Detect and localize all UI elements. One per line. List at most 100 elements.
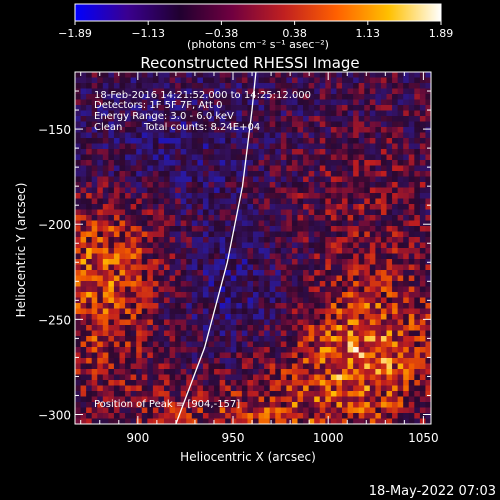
heatmap-cell xyxy=(303,330,310,337)
footer-date: 18-May-2022 07:03 xyxy=(369,484,496,499)
heatmap-cell xyxy=(264,308,271,315)
heatmap-cell xyxy=(319,127,326,133)
heatmap-cell xyxy=(291,303,298,309)
heatmap-cell xyxy=(397,341,404,348)
heatmap-cell xyxy=(369,281,376,287)
heatmap-cell xyxy=(375,209,382,216)
heatmap-cell xyxy=(169,297,176,304)
heatmap-cell xyxy=(375,407,382,414)
heatmap-cell xyxy=(369,171,376,177)
heatmap-cell xyxy=(347,325,354,331)
heatmap-cell xyxy=(208,407,215,414)
heatmap-cell xyxy=(258,391,265,397)
heatmap-cell xyxy=(91,182,98,188)
heatmap-cell xyxy=(358,396,365,403)
heatmap-cell xyxy=(364,418,371,425)
heatmap-cell xyxy=(197,77,204,84)
heatmap-cell xyxy=(342,286,348,293)
heatmap-cell xyxy=(375,418,382,425)
heatmap-cell xyxy=(241,209,248,216)
heatmap-cell xyxy=(175,286,182,293)
heatmap-cell xyxy=(380,275,387,282)
heatmap-cell xyxy=(286,127,293,133)
heatmap-cell xyxy=(386,402,393,408)
heatmap-cell xyxy=(236,396,243,403)
heatmap-cell xyxy=(113,330,120,337)
heatmap-cell xyxy=(202,99,209,106)
heatmap-cell xyxy=(175,209,182,216)
heatmap-cell xyxy=(280,418,287,425)
heatmap-cell xyxy=(386,264,393,271)
heatmap-cell xyxy=(141,77,148,84)
heatmap-cell xyxy=(403,248,410,254)
heatmap-cell xyxy=(108,105,115,111)
heatmap-cell xyxy=(180,220,187,227)
heatmap-cell xyxy=(314,369,321,375)
heatmap-cell xyxy=(141,171,148,177)
heatmap-cell xyxy=(130,259,137,265)
heatmap-cell xyxy=(236,215,243,221)
heatmap-cell xyxy=(364,204,371,210)
heatmap-cell xyxy=(75,303,81,309)
heatmap-cell xyxy=(169,110,176,117)
heatmap-cell xyxy=(397,358,404,364)
heatmap-cell xyxy=(147,132,154,139)
heatmap-cell xyxy=(286,116,293,122)
heatmap-cell xyxy=(97,182,104,188)
heatmap-cell xyxy=(325,88,332,95)
heatmap-cell xyxy=(108,303,115,309)
heatmap-cell xyxy=(325,352,332,359)
heatmap-cell xyxy=(286,253,293,260)
heatmap-cell xyxy=(369,325,376,331)
heatmap-cell xyxy=(286,143,293,150)
x-tick-label: 1050 xyxy=(408,431,439,445)
heatmap-cell xyxy=(358,77,365,84)
heatmap-cell xyxy=(319,264,326,271)
heatmap-cell xyxy=(358,391,365,397)
heatmap-cell xyxy=(286,215,293,221)
heatmap-cell xyxy=(80,160,87,166)
heatmap-cell xyxy=(336,193,343,199)
heatmap-cell xyxy=(275,418,282,425)
heatmap-cell xyxy=(136,110,143,117)
heatmap-cell xyxy=(336,385,343,392)
heatmap-cell xyxy=(119,110,126,117)
heatmap-cell xyxy=(230,369,237,375)
heatmap-cell xyxy=(264,248,271,254)
heatmap-cell xyxy=(408,380,415,386)
heatmap-cell xyxy=(214,121,221,128)
heatmap-cell xyxy=(141,270,148,276)
heatmap-cell xyxy=(258,248,265,254)
heatmap-cell xyxy=(175,259,182,265)
heatmap-cell xyxy=(403,253,410,260)
heatmap-cell xyxy=(425,292,432,298)
heatmap-cell xyxy=(152,363,159,370)
heatmap-cell xyxy=(386,292,393,298)
heatmap-cell xyxy=(236,297,243,304)
heatmap-cell xyxy=(258,138,265,144)
heatmap-cell xyxy=(392,72,399,78)
heatmap-cell xyxy=(353,402,360,408)
heatmap-cell xyxy=(86,121,93,128)
heatmap-cell xyxy=(336,187,343,194)
heatmap-cell xyxy=(113,209,120,216)
heatmap-cell xyxy=(425,176,432,183)
heatmap-cell xyxy=(113,275,120,282)
heatmap-cell xyxy=(91,231,98,238)
heatmap-cell xyxy=(414,358,421,364)
heatmap-cell xyxy=(275,402,282,408)
heatmap-cell xyxy=(197,88,204,95)
heatmap-cell xyxy=(119,347,126,353)
heatmap-cell xyxy=(358,259,365,265)
heatmap-cell xyxy=(247,77,254,84)
heatmap-cell xyxy=(253,138,259,144)
heatmap-cell xyxy=(258,154,265,161)
heatmap-cell xyxy=(325,165,332,172)
heatmap-cell xyxy=(147,418,154,425)
heatmap-cell xyxy=(180,110,187,117)
heatmap-cell xyxy=(308,83,315,89)
heatmap-cell xyxy=(425,209,432,216)
heatmap-cell xyxy=(264,171,271,177)
heatmap-cell xyxy=(197,325,204,331)
heatmap-cell xyxy=(264,215,271,221)
